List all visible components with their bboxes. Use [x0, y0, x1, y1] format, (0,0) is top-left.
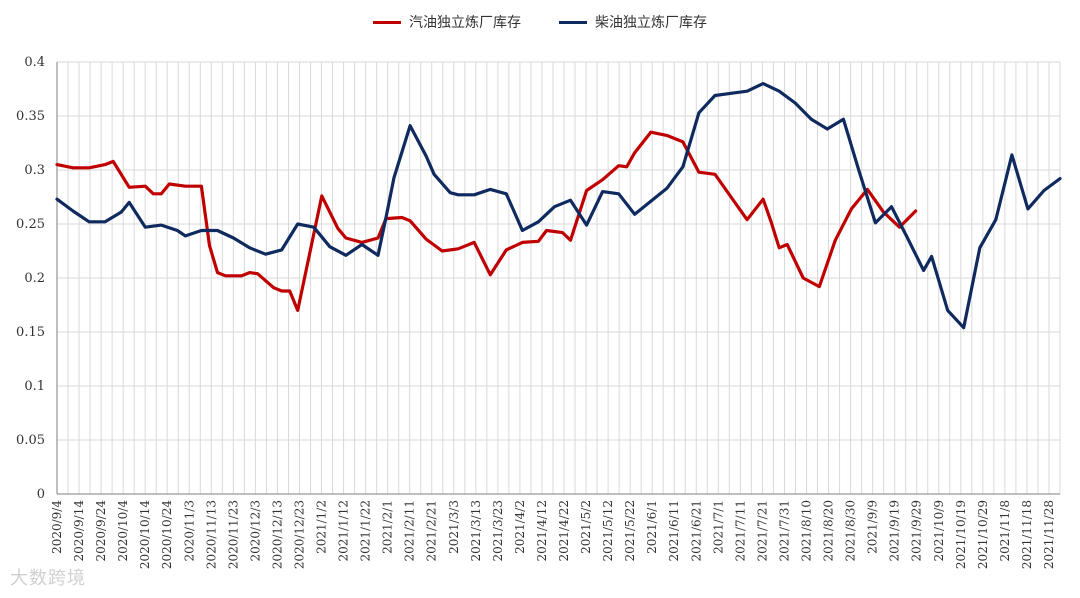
- x-tick-label: 2021/3/23: [491, 500, 505, 562]
- x-tick-label: 2020/11/23: [226, 500, 240, 569]
- x-tick-label: 2021/4/22: [557, 500, 571, 562]
- x-tick-label: 2021/5/12: [601, 500, 615, 562]
- x-tick-label: 2021/7/31: [777, 500, 791, 562]
- x-tick-label: 2021/9/9: [866, 500, 880, 554]
- x-tick-label: 2021/2/11: [403, 500, 417, 562]
- y-tick-label: 0.05: [16, 433, 45, 448]
- legend-item-diesel[interactable]: 柴油独立炼厂库存: [559, 12, 707, 32]
- x-tick-label: 2020/12/23: [292, 500, 306, 569]
- x-tick-label: 2021/8/30: [844, 500, 858, 562]
- legend: 汽油独立炼厂库存 柴油独立炼厂库存: [0, 12, 1080, 32]
- x-tick-label: 2020/12/3: [248, 500, 262, 562]
- x-tick-label: 2020/9/4: [50, 500, 64, 554]
- x-tick-label: 2021/10/9: [932, 500, 946, 562]
- x-tick-label: 2020/10/14: [138, 500, 152, 570]
- x-tick-label: 2021/1/12: [337, 500, 351, 562]
- x-tick-label: 2021/9/19: [888, 500, 902, 562]
- x-tick-label: 2020/11/3: [182, 500, 196, 562]
- x-tick-label: 2020/12/13: [270, 500, 284, 569]
- x-tick-label: 2020/9/14: [72, 500, 86, 562]
- x-tick-label: 2021/6/11: [667, 500, 681, 562]
- x-tick-label: 2021/7/1: [711, 500, 725, 554]
- x-tick-label: 2021/2/1: [381, 500, 395, 554]
- x-tick-label: 2021/8/20: [822, 500, 836, 562]
- x-tick-label: 2021/10/29: [976, 500, 990, 569]
- y-tick-label: 0.25: [16, 217, 45, 232]
- y-tick-label: 0.3: [24, 163, 45, 178]
- y-tick-label: 0.35: [16, 109, 45, 124]
- x-tick-label: 2021/3/3: [447, 500, 461, 554]
- x-tick-label: 2021/3/13: [469, 500, 483, 562]
- y-tick-label: 0: [37, 487, 45, 502]
- x-tick-label: 2021/11/18: [1020, 500, 1034, 569]
- legend-swatch-diesel: [559, 20, 587, 24]
- x-tick-label: 2021/6/21: [689, 500, 703, 562]
- x-tick-label: 2021/7/11: [733, 500, 747, 562]
- legend-label-diesel: 柴油独立炼厂库存: [595, 15, 707, 31]
- x-tick-label: 2021/2/21: [425, 500, 439, 562]
- x-tick-label: 2021/5/22: [623, 500, 637, 562]
- legend-item-gasoline[interactable]: 汽油独立炼厂库存: [373, 12, 521, 32]
- x-tick-label: 2021/7/21: [755, 500, 769, 562]
- y-tick-label: 0.1: [24, 379, 45, 394]
- x-tick-label: 2020/11/13: [204, 500, 218, 569]
- x-tick-label: 2020/10/4: [116, 500, 130, 562]
- x-tick-label: 2021/8/10: [799, 500, 813, 562]
- series-line-gasoline: [55, 130, 918, 312]
- x-tick-label: 2021/6/1: [645, 500, 659, 554]
- legend-swatch-gasoline: [373, 20, 401, 24]
- x-tick-label: 2021/11/8: [998, 500, 1012, 562]
- y-tick-label: 0.4: [24, 55, 45, 70]
- x-tick-label: 2021/10/19: [954, 500, 968, 569]
- x-tick-label: 2021/11/28: [1042, 500, 1056, 569]
- x-tick-label: 2020/10/24: [160, 500, 174, 570]
- x-tick-label: 2021/5/2: [579, 500, 593, 554]
- legend-label-gasoline: 汽油独立炼厂库存: [409, 15, 521, 31]
- series-line-diesel: [55, 81, 1062, 330]
- x-tick-label: 2021/1/22: [359, 500, 373, 562]
- x-tick-label: 2021/1/2: [315, 500, 329, 554]
- x-tick-label: 2020/9/24: [94, 500, 108, 562]
- x-tick-label: 2021/4/2: [513, 500, 527, 554]
- y-tick-label: 0.15: [16, 325, 45, 340]
- x-tick-label: 2021/4/12: [535, 500, 549, 562]
- x-tick-label: 2021/9/29: [910, 500, 924, 562]
- y-tick-label: 0.2: [24, 271, 45, 286]
- watermark-logo: 大数跨境: [10, 568, 86, 589]
